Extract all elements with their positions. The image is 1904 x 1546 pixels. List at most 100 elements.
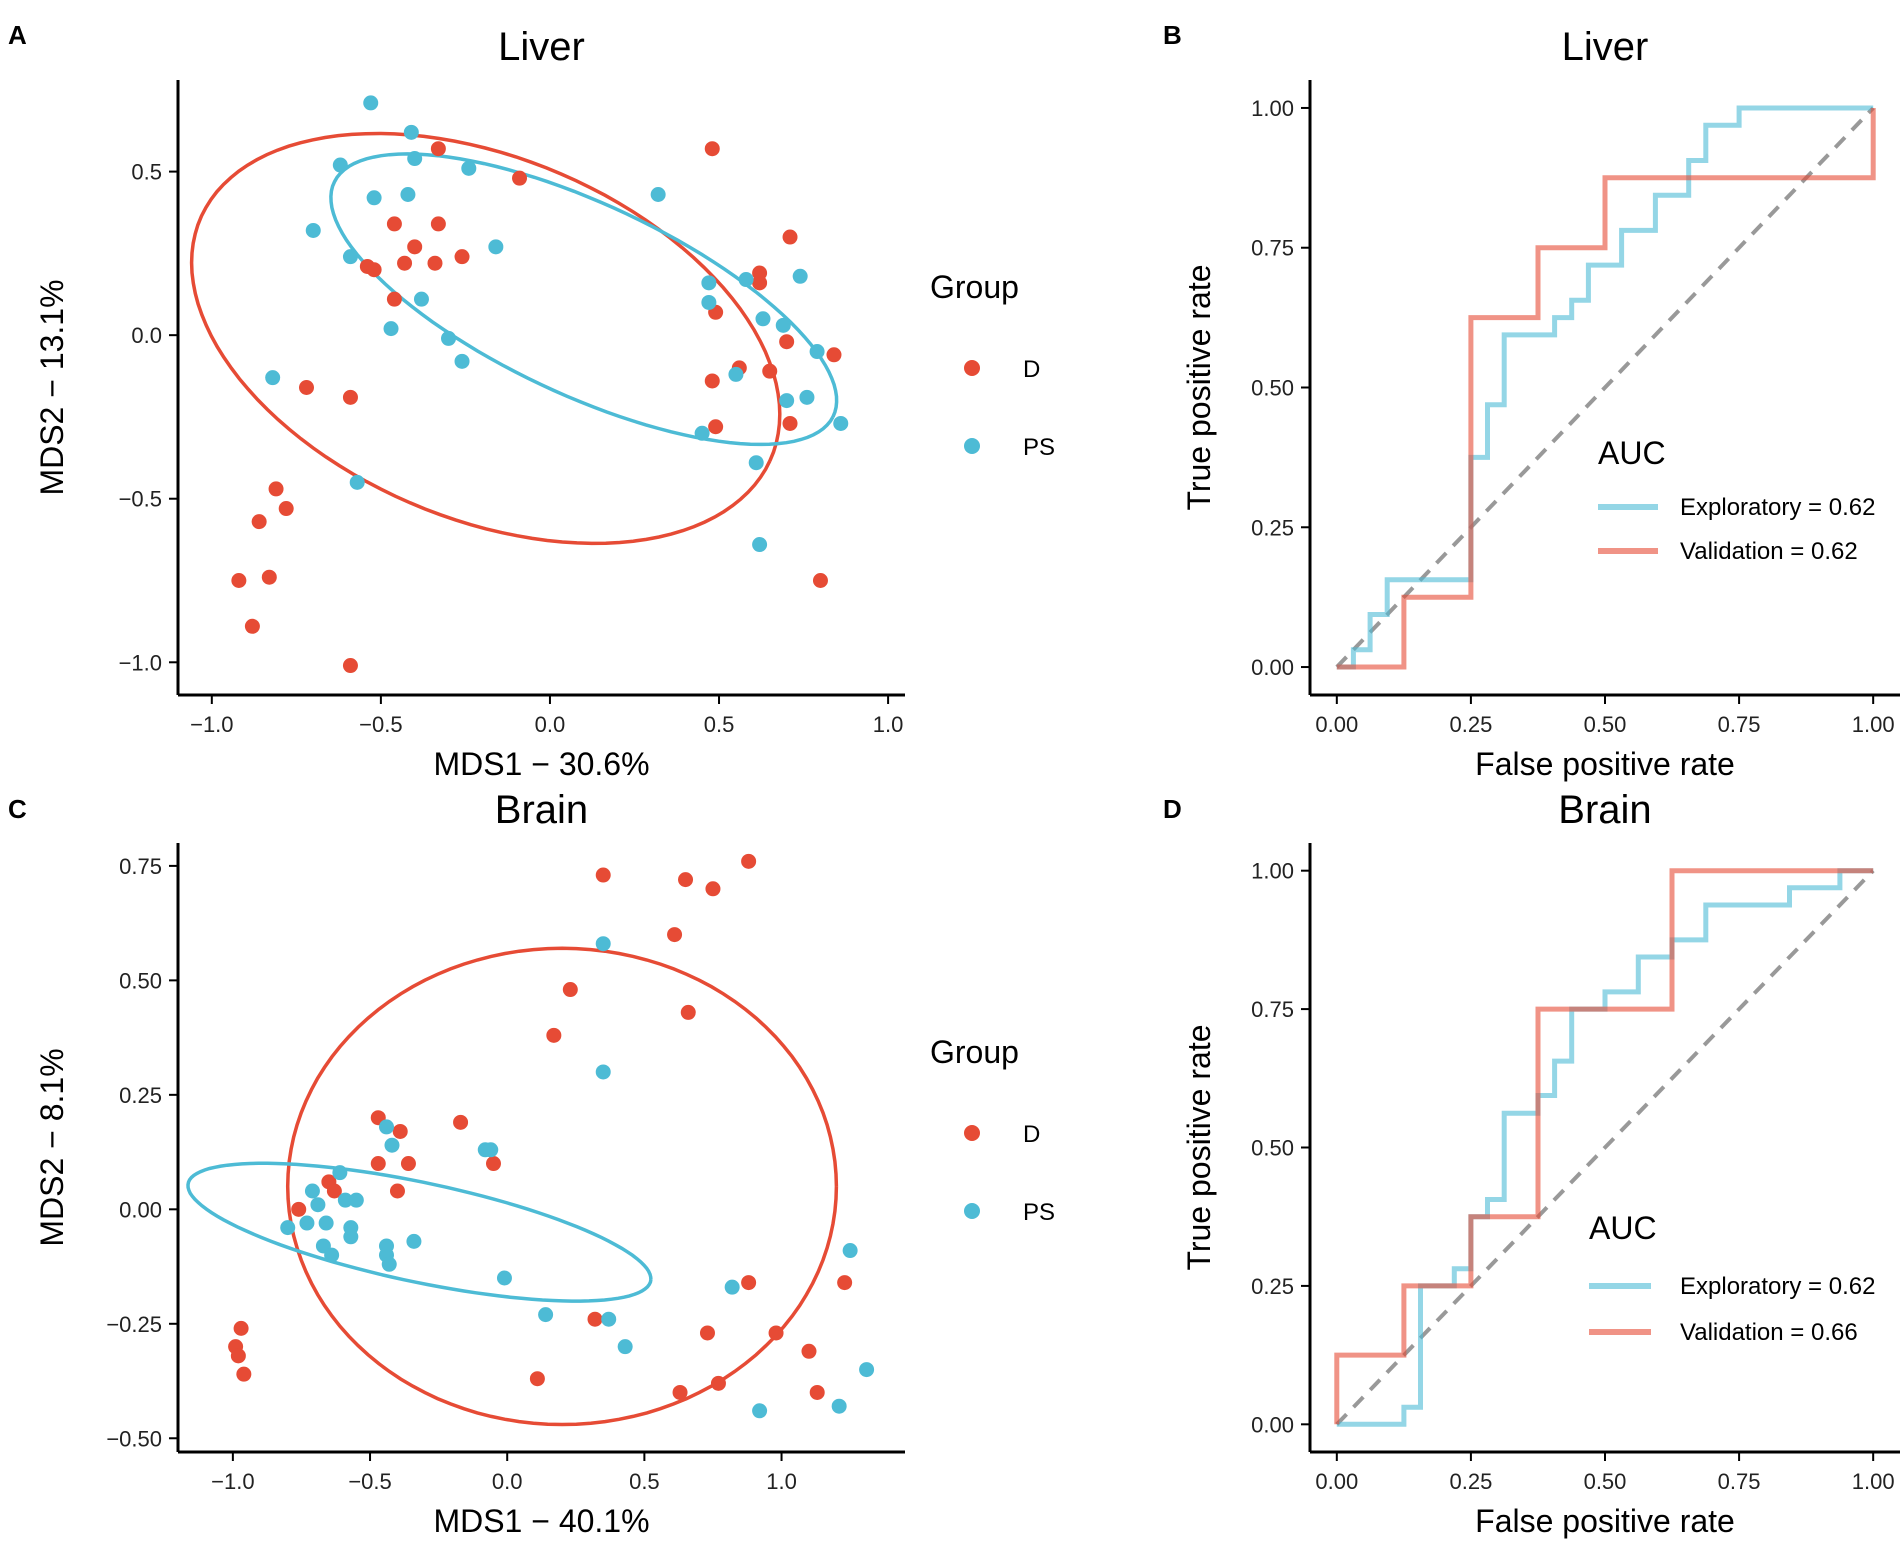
- y-tick-label: 0.50: [1251, 376, 1294, 401]
- y-tick-label: 0.5: [131, 160, 162, 185]
- point-ps: [332, 157, 348, 173]
- legend-title: Group: [930, 1034, 1019, 1070]
- point-d: [430, 141, 446, 157]
- point-ps: [310, 1197, 326, 1213]
- point-ps: [299, 1215, 315, 1231]
- point-d: [546, 1027, 562, 1043]
- point-ps: [775, 317, 791, 333]
- point-d: [562, 982, 578, 998]
- point-ps: [400, 186, 416, 202]
- point-d: [454, 249, 470, 265]
- point-ps: [752, 1403, 768, 1419]
- point-d: [710, 1375, 726, 1391]
- point-ps: [337, 1192, 353, 1208]
- point-d: [779, 334, 795, 350]
- point-ps: [842, 1243, 858, 1259]
- y-tick-label: 0.75: [1251, 997, 1294, 1022]
- point-ps: [752, 537, 768, 553]
- point-d: [704, 141, 720, 157]
- y-tick-label: 0.0: [131, 323, 162, 348]
- point-ps: [779, 393, 795, 409]
- x-tick-label: 0.25: [1449, 1469, 1492, 1494]
- point-ps: [378, 1119, 394, 1135]
- point-ps: [496, 1270, 512, 1286]
- point-ps: [617, 1339, 633, 1355]
- point-d: [762, 363, 778, 379]
- x-axis-title: MDS1 − 30.6%: [433, 746, 649, 782]
- point-d: [812, 573, 828, 589]
- legend-title: Group: [930, 269, 1019, 305]
- point-d: [768, 1325, 784, 1341]
- point-d: [705, 881, 721, 897]
- point-d: [386, 291, 402, 307]
- point-d: [485, 1156, 501, 1172]
- point-d: [427, 255, 443, 271]
- x-tick-label: 0.00: [1315, 1469, 1358, 1494]
- y-tick-label: 0.00: [1251, 1412, 1294, 1437]
- y-tick-label: −1.0: [119, 650, 162, 675]
- point-ps: [332, 1165, 348, 1181]
- point-ps: [799, 389, 815, 405]
- point-ps: [595, 936, 611, 952]
- legend-label-d: D: [1023, 1121, 1040, 1148]
- y-tick-label: 0.75: [1251, 236, 1294, 261]
- roc-validation: [1334, 868, 1874, 1425]
- point-d: [782, 229, 798, 245]
- legend-title: AUC: [1598, 435, 1666, 471]
- legend-label-exploratory: Exploratory = 0.62: [1680, 494, 1875, 521]
- point-d: [407, 239, 423, 255]
- point-ps: [595, 1064, 611, 1080]
- point-d: [397, 255, 413, 271]
- chart-c: C Brain −1.0 −0.5 0.0 0.5 1.0 −0.50 −0.25 0.00 0.2…: [8, 788, 1055, 1539]
- ellipse-d: [285, 946, 839, 1427]
- point-d: [386, 216, 402, 232]
- chart-a: A Liver −1.0 −0.5 0.0 0.5 1.0 −1.0 −0.5 0.0 0.5 MDS…: [8, 20, 1055, 782]
- y-tick-label: 0.25: [1251, 1274, 1294, 1299]
- chart-d: D Brain 0.00 0.25 0.50 0.75 1.00 0.00 0.25 0.50 0.…: [1163, 788, 1900, 1539]
- point-ps: [724, 1279, 740, 1295]
- roc-validation: [1336, 108, 1876, 670]
- y-axis-title: True positive rate: [1181, 264, 1217, 510]
- point-d: [236, 1366, 252, 1382]
- point-ps: [348, 1192, 364, 1208]
- point-d: [704, 373, 720, 389]
- point-ps: [538, 1307, 554, 1323]
- point-d: [261, 569, 277, 585]
- point-ps: [324, 1247, 340, 1263]
- x-axis-title: MDS1 − 40.1%: [433, 1503, 649, 1539]
- point-d: [512, 170, 528, 186]
- point-d: [809, 1384, 825, 1400]
- panel-label: B: [1163, 20, 1182, 50]
- x-tick-label: 0.50: [1584, 1469, 1627, 1494]
- point-d: [678, 872, 694, 888]
- legend-label-exploratory: Exploratory = 0.62: [1680, 1273, 1875, 1300]
- y-tick-label: 0.50: [1251, 1136, 1294, 1161]
- x-tick-label: 0.5: [629, 1469, 660, 1494]
- chart-title: Brain: [1558, 788, 1651, 832]
- diagonal-reference: [1335, 869, 1875, 1426]
- y-axis-title: MDS2 − 13.1%: [34, 279, 70, 495]
- legend-key-d: [964, 360, 980, 376]
- point-ps: [318, 1215, 334, 1231]
- point-ps: [809, 344, 825, 360]
- x-tick-label: 1.0: [873, 712, 904, 737]
- x-tick-label: −1.0: [211, 1469, 254, 1494]
- x-tick-label: 0.0: [535, 712, 566, 737]
- point-d: [680, 1004, 696, 1020]
- point-ps: [363, 95, 379, 111]
- point-d: [801, 1343, 817, 1359]
- point-ps: [792, 268, 808, 284]
- y-axis-title: MDS2 − 8.1%: [34, 1048, 70, 1246]
- point-ps: [488, 239, 504, 255]
- point-d: [587, 1311, 603, 1327]
- point-d: [699, 1325, 715, 1341]
- x-axis-title: False positive rate: [1475, 1503, 1735, 1539]
- y-tick-label: 0.25: [119, 1083, 162, 1108]
- point-ps: [694, 425, 710, 441]
- point-ps: [441, 330, 457, 346]
- point-ps: [265, 370, 281, 386]
- point-ps: [413, 291, 429, 307]
- point-d: [741, 853, 757, 869]
- x-tick-label: 1.0: [766, 1469, 797, 1494]
- point-d: [366, 262, 382, 278]
